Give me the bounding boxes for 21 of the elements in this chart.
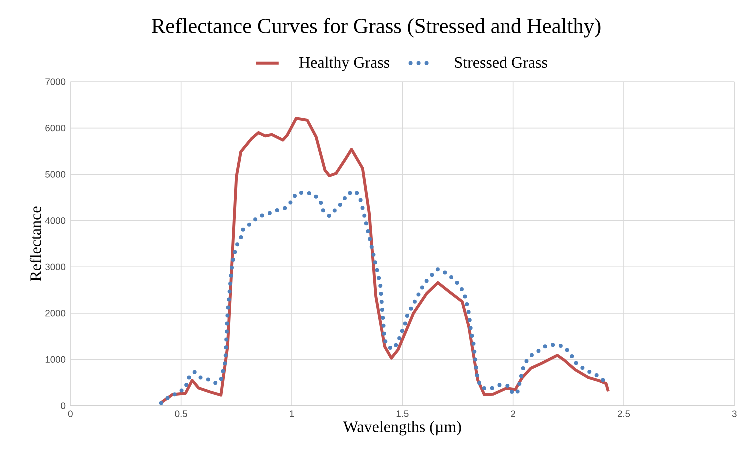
- y-tick-label: 4000: [45, 218, 66, 224]
- y-tick-label: 3000: [46, 264, 66, 270]
- x-axis-title: Wavelengths (µm): [343, 421, 462, 436]
- x-tick-label: 1.5: [396, 410, 409, 418]
- chart-title: Reflectance Curves for Grass (Stressed and Healthy): [152, 18, 601, 38]
- y-tick-label: 5000: [46, 171, 66, 178]
- y-tick-label: 1000: [46, 356, 66, 364]
- y-tick-label: 7000: [46, 78, 66, 86]
- line-series: [160, 117, 610, 404]
- x-tick-label: 0: [68, 410, 73, 418]
- y-tick-label: 0: [61, 402, 66, 410]
- y-tick-label: 6000: [46, 125, 66, 132]
- x-tick-label: 2.5: [618, 410, 630, 418]
- x-tick-label: 0.5: [175, 410, 188, 418]
- x-tick-label: 3: [732, 410, 737, 418]
- x-tick-label: 2: [511, 410, 516, 418]
- y-axis-title: Reflectance: [30, 206, 42, 282]
- y-tick-label: 2000: [46, 310, 66, 317]
- legend-label: Stressed Grass: [455, 56, 548, 68]
- x-tick-label: 1: [290, 410, 294, 418]
- legend-label: Healthy Grass: [300, 56, 390, 72]
